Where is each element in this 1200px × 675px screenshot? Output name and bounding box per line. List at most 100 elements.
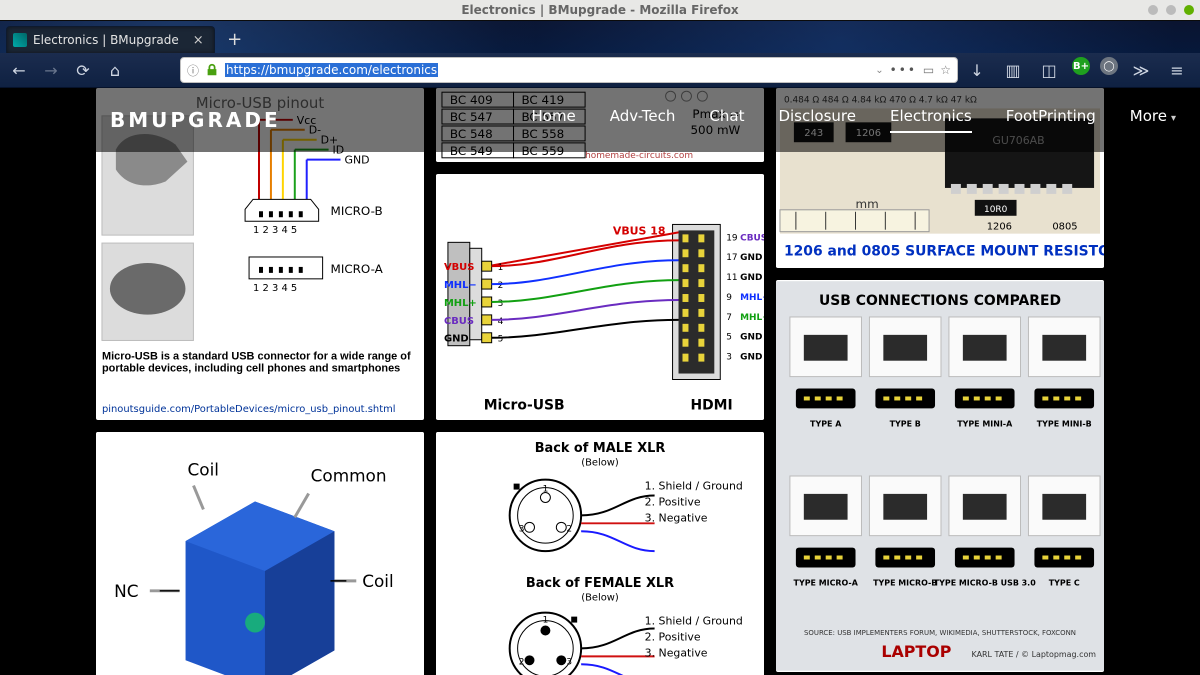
nav-chat[interactable]: Chat (709, 107, 744, 133)
chevron-down-icon: ▾ (1171, 113, 1176, 124)
nav-more[interactable]: More▾ (1130, 107, 1176, 133)
svg-text:CBUS: CBUS (740, 233, 764, 243)
svg-text:9: 9 (726, 293, 732, 303)
svg-text:3: 3 (498, 299, 504, 309)
forward-button[interactable]: → (38, 57, 64, 83)
svg-text:1. Shield / Ground: 1. Shield / Ground (645, 615, 743, 628)
reader-mode-icon[interactable]: ▭ (923, 63, 934, 77)
svg-text:2: 2 (566, 524, 572, 534)
svg-text:1 2 3 4 5: 1 2 3 4 5 (253, 225, 297, 236)
favicon-icon (13, 33, 27, 47)
os-titlebar: Electronics | BMupgrade - Mozilla Firefo… (0, 0, 1200, 20)
svg-text:Micro-USB: Micro-USB (484, 397, 565, 413)
svg-text:2. Positive: 2. Positive (645, 630, 701, 643)
svg-text:2: 2 (498, 281, 504, 291)
menu-button[interactable]: ≡ (1164, 57, 1190, 83)
tab-close-icon[interactable]: × (193, 33, 204, 48)
svg-text:MICRO-B: MICRO-B (331, 204, 383, 218)
library-button[interactable]: ▥ (1000, 57, 1026, 83)
svg-text:GND: GND (740, 353, 762, 363)
nav-disclosure[interactable]: Disclosure (778, 107, 856, 133)
page-actions-icon[interactable]: ••• (890, 63, 917, 77)
back-button[interactable]: ← (6, 57, 32, 83)
svg-text:19: 19 (726, 233, 738, 243)
svg-text:GND: GND (444, 334, 469, 345)
svg-text:TYPE C: TYPE C (1049, 578, 1080, 587)
nav-footprinting[interactable]: FootPrinting (1006, 107, 1096, 133)
svg-text:TYPE MINI-B: TYPE MINI-B (1037, 419, 1092, 428)
svg-text:TYPE MINI-A: TYPE MINI-A (957, 419, 1013, 428)
svg-text:Back of MALE XLR: Back of MALE XLR (535, 441, 666, 456)
maximize-button[interactable] (1166, 5, 1176, 15)
svg-text:homemade-circuits.com: homemade-circuits.com (585, 151, 693, 161)
tile-mhl[interactable]: VBUS 18 VBUS1MHL−2MHL+3CBUS4GND5 19CBUS1… (436, 174, 764, 420)
url-dropdown-icon[interactable]: ⌄ (875, 65, 883, 76)
svg-text:5: 5 (726, 333, 732, 343)
svg-text:mm: mm (856, 197, 879, 211)
site-nav: Home Adv-Tech Chat Disclosure Electronics Foo… (531, 107, 1176, 133)
nav-adv-tech[interactable]: Adv-Tech (610, 107, 676, 133)
svg-text:3. Negative: 3. Negative (645, 511, 708, 524)
svg-text:NC: NC (114, 581, 138, 601)
usbcmp-title: USB CONNECTIONS COMPARED (819, 293, 1061, 309)
tile-relay[interactable]: Coil Common Coil NC NO (96, 432, 424, 675)
svg-text:0805: 0805 (1052, 222, 1077, 233)
svg-text:11: 11 (726, 273, 737, 283)
svg-text:GND: GND (344, 154, 369, 167)
downloads-button[interactable]: ↓ (964, 57, 990, 83)
extension-badge-1-icon[interactable]: B+ (1072, 57, 1090, 75)
nav-home[interactable]: Home (531, 107, 575, 133)
overflow-button[interactable]: ≫ (1128, 57, 1154, 83)
window-title: Electronics | BMupgrade - Mozilla Firefo… (0, 3, 1200, 17)
svg-text:TYPE MICRO-B USB 3.0: TYPE MICRO-B USB 3.0 (934, 578, 1036, 587)
minimize-button[interactable] (1148, 5, 1158, 15)
svg-text:1 2 3 4 5: 1 2 3 4 5 (253, 283, 297, 294)
tile-usb-compare[interactable]: USB CONNECTIONS COMPARED TYPE A TYPE B TYP… (776, 280, 1104, 672)
svg-text:7: 7 (726, 313, 732, 323)
tab-title: Electronics | BMupgrade (33, 33, 179, 47)
svg-text:MICRO-A: MICRO-A (331, 262, 384, 276)
reload-button[interactable]: ⟳ (70, 57, 96, 83)
svg-text:TYPE A: TYPE A (810, 419, 842, 428)
svg-text:GND: GND (740, 333, 762, 343)
account-button[interactable]: ◯ (1100, 57, 1118, 75)
svg-text:5: 5 (498, 335, 504, 345)
svg-text:MHL+: MHL+ (740, 313, 764, 323)
svg-text:MHL−: MHL− (444, 280, 477, 291)
sidebar-button[interactable]: ◫ (1036, 57, 1062, 83)
svg-text:TYPE MICRO-B: TYPE MICRO-B (873, 578, 937, 587)
svg-text:HDMI: HDMI (690, 397, 732, 413)
svg-text:3: 3 (566, 657, 572, 667)
new-tab-button[interactable]: + (223, 29, 247, 51)
svg-text:1: 1 (498, 263, 504, 273)
svg-text:3. Negative: 3. Negative (645, 646, 708, 659)
site-info-icon[interactable]: ⓘ (187, 62, 199, 79)
svg-text:3: 3 (519, 524, 525, 534)
svg-text:TYPE MICRO-A: TYPE MICRO-A (794, 578, 859, 587)
nav-electronics[interactable]: Electronics (890, 107, 972, 133)
lock-icon (205, 63, 219, 77)
site-brand[interactable]: BMUPGRADE (110, 108, 281, 132)
svg-text:CBUS: CBUS (444, 316, 474, 327)
svg-text:Coil: Coil (362, 571, 393, 591)
svg-text:17: 17 (726, 253, 737, 263)
svg-text:1: 1 (543, 485, 549, 495)
svg-text:2. Positive: 2. Positive (645, 495, 701, 508)
bookmark-star-icon[interactable]: ☆ (940, 63, 951, 77)
svg-text:MHL−: MHL− (740, 293, 764, 303)
smd-caption: 1206 and 0805 SURFACE MOUNT RESISTORS (784, 244, 1104, 260)
tile-xlr[interactable]: Back of MALE XLR (Below) 1 3 2 (436, 432, 764, 675)
url-bar[interactable]: ⓘ https://bmupgrade.com/electronics ⌄ ••… (180, 57, 958, 83)
svg-text:3: 3 (726, 353, 732, 363)
svg-text:Back of FEMALE XLR: Back of FEMALE XLR (526, 576, 674, 591)
browser-tab[interactable]: Electronics | BMupgrade × (6, 26, 215, 53)
microusb-caption: Micro-USB is a standard USB connector fo… (102, 350, 418, 374)
svg-text:10R0: 10R0 (984, 205, 1008, 215)
svg-text:(Below): (Below) (581, 458, 619, 469)
svg-text:Coil: Coil (188, 460, 219, 480)
home-button[interactable]: ⌂ (102, 57, 128, 83)
svg-text:GND: GND (740, 273, 762, 283)
svg-text:TYPE B: TYPE B (890, 419, 921, 428)
microusb-source: pinoutsguide.com/PortableDevices/micro_u… (102, 404, 396, 415)
close-button[interactable] (1184, 5, 1194, 15)
